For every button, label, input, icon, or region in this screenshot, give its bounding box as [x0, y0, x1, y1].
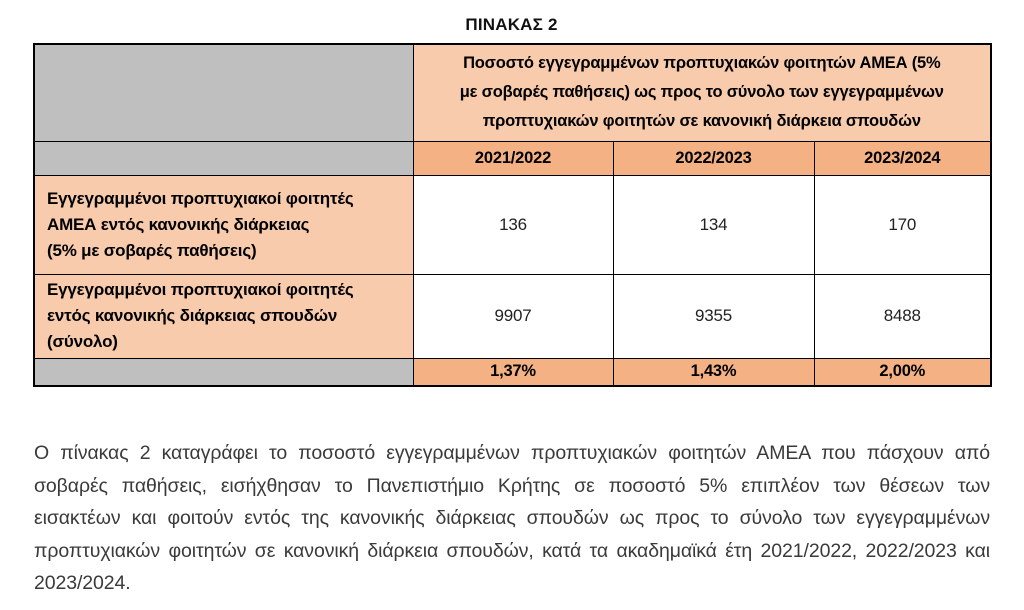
- percentage-2021-2022: 1,37%: [412, 357, 614, 387]
- table-header-row: Ποσοστό εγγεγραμμένων προπτυχιακών φοιτη…: [33, 43, 992, 142]
- percentage-2023-2024: 2,00%: [813, 357, 992, 387]
- document-page: ΠΙΝΑΚΑΣ 2 Ποσοστό εγγεγραμμένων προπτυχι…: [0, 15, 1024, 610]
- percentage-2022-2023: 1,43%: [612, 357, 815, 387]
- paragraph-line-3: εισακτέων και φοιτούν εντός της κανονική…: [34, 507, 990, 529]
- header-empty-cell: [33, 43, 414, 142]
- row-label-total-students: Εγγεγραμμένοι προπτυχιακοί φοιτητές εντό…: [33, 273, 414, 359]
- paragraph-line-1: Ο πίνακας 2 καταγράφει το ποσοστό εγγεγρ…: [34, 442, 990, 464]
- table-row-amea-students: Εγγεγραμμένοι προπτυχιακοί φοιτητές ΑΜΕΑ…: [33, 174, 992, 275]
- row-label-amea-students: Εγγεγραμμένοι προπτυχιακοί φοιτητές ΑΜΕΑ…: [33, 174, 414, 275]
- table-description-header-cell: Ποσοστό εγγεγραμμένων προπτυχιακών φοιτη…: [412, 43, 992, 142]
- year-header-row: 2021/2022 2022/2023 2023/2024: [33, 140, 992, 176]
- paragraph-line-2: σοβαρές παθήσεις, εισήχθησαν το Πανεπιστ…: [34, 474, 990, 497]
- percentage-row: 1,37% 1,43% 2,00%: [33, 357, 992, 387]
- amea-value-2022-2023: 134: [612, 174, 815, 275]
- description-paragraph: Ο πίνακας 2 καταγράφει το ποσοστό εγγεγρ…: [34, 437, 990, 600]
- total-value-2022-2023: 9355: [612, 273, 815, 359]
- table-title: ΠΙΝΑΚΑΣ 2: [465, 15, 558, 34]
- total-value-2021-2022: 9907: [412, 273, 614, 359]
- year-header-2022-2023: 2022/2023: [612, 140, 815, 176]
- table-row-total-students: Εγγεγραμμένοι προπτυχιακοί φοιτητές εντό…: [33, 273, 992, 359]
- amea-value-2023-2024: 170: [813, 174, 992, 275]
- total-value-2023-2024: 8488: [813, 273, 992, 359]
- year-header-2021-2022: 2021/2022: [412, 140, 614, 176]
- paragraph-line-5: 2023/2024.: [34, 572, 131, 594]
- paragraph-line-4: προπτυχιακών φοιτητών σε κανονική διάρκε…: [34, 539, 990, 562]
- percentage-row-empty-cell: [33, 357, 414, 387]
- year-row-empty-cell: [33, 140, 414, 176]
- year-header-2023-2024: 2023/2024: [813, 140, 992, 176]
- amea-value-2021-2022: 136: [412, 174, 614, 275]
- pinakas-2-table: Ποσοστό εγγεγραμμένων προπτυχιακών φοιτη…: [33, 43, 993, 387]
